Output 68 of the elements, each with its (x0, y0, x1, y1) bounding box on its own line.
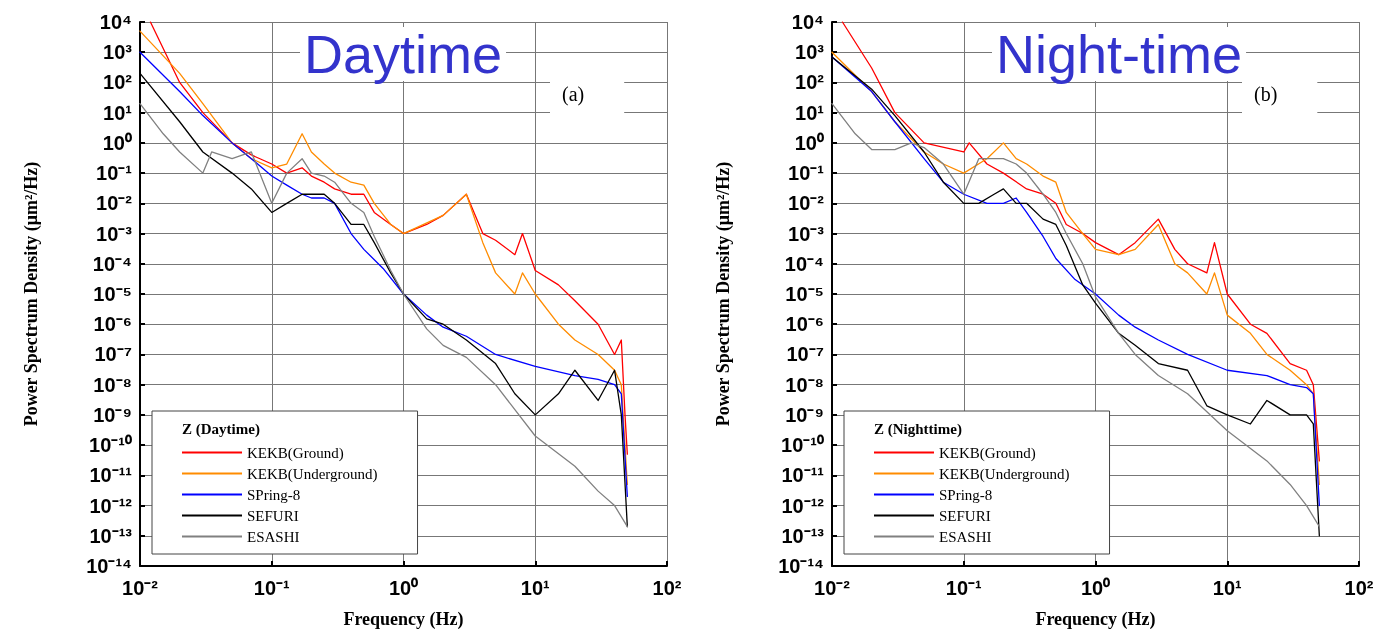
x-tick-label: 10² (1344, 577, 1374, 599)
y-tick-label: 10² (103, 71, 133, 94)
annotation: Night-time (996, 24, 1243, 84)
y-tick-label: 10⁻⁴ (92, 252, 132, 275)
legend-label: KEKB(Ground) (247, 444, 344, 462)
x-tick-label: 10² (652, 577, 682, 599)
x-tick-label: 10¹ (520, 577, 551, 599)
annotation: (a) (562, 83, 585, 106)
y-tick-label: 10³ (103, 41, 133, 64)
y-tick-label: 10⁻⁶ (785, 313, 824, 336)
x-axis-title: Frequency (Hz) (1035, 609, 1156, 630)
y-tick-label: 10¹ (103, 101, 133, 124)
legend-label: SPring-8 (247, 486, 301, 503)
y-tick-label: 10⁻⁹ (93, 403, 132, 426)
y-tick-label: 10⁻⁷ (786, 343, 824, 366)
y-tick-label: 10⁻¹⁴ (778, 555, 824, 577)
y-tick-label: 10⁻⁵ (93, 283, 132, 305)
legend-label: KEKB(Ground) (939, 444, 1036, 462)
x-tick-label: 10⁰ (1080, 577, 1111, 599)
y-tick-label: 10⁻¹² (781, 494, 825, 517)
y-tick-label: 10⁻¹¹ (781, 464, 825, 487)
y-tick-label: 10⁻¹ (96, 162, 133, 185)
legend-title: Z (Nighttime) (874, 420, 962, 438)
y-tick-label: 10⁻⁸ (93, 373, 132, 396)
y-axis-title: Power Spectrum Density (μm²/Hz) (21, 161, 42, 427)
y-axis-title: Power Spectrum Density (μm²/Hz) (713, 161, 734, 427)
y-tick-label: 10⁻⁶ (93, 313, 132, 336)
y-tick-label: 10¹ (795, 101, 825, 124)
x-tick-label: 10⁻² (122, 577, 159, 599)
x-axis-title: Frequency (Hz) (343, 609, 464, 630)
y-tick-label: 10⁻² (788, 192, 825, 215)
y-tick-label: 10⁻³ (788, 222, 825, 245)
y-tick-label: 10⁻¹ (788, 162, 825, 185)
y-tick-label: 10⁴ (99, 11, 132, 33)
legend-label: ESASHI (247, 528, 300, 545)
legend-label: SEFURI (247, 507, 299, 524)
y-tick-label: 10⁻³ (96, 222, 133, 245)
y-tick-label: 10⁴ (791, 11, 824, 33)
legend-title: Z (Daytime) (182, 420, 260, 438)
legend-label: SPring-8 (939, 486, 993, 503)
y-tick-label: 10⁻¹³ (89, 524, 133, 547)
y-tick-label: 10⁻¹¹ (89, 464, 133, 487)
x-tick-label: 10⁻¹ (945, 577, 983, 599)
y-tick-label: 10⁻¹³ (781, 524, 825, 547)
x-tick-label: 10⁻¹ (253, 577, 291, 599)
y-tick-label: 10⁻⁸ (785, 373, 824, 396)
y-tick-label: 10⁻¹⁰ (781, 434, 824, 457)
y-tick-label: 10⁻¹² (89, 494, 133, 517)
y-tick-label: 10⁻¹⁴ (86, 555, 132, 577)
y-tick-label: 10⁻⁷ (94, 343, 132, 366)
y-tick-label: 10⁰ (102, 131, 132, 154)
x-tick-label: 10¹ (1212, 577, 1243, 599)
y-tick-label: 10⁻⁵ (785, 283, 824, 305)
y-tick-label: 10⁻⁹ (785, 403, 824, 426)
y-tick-label: 10² (795, 71, 825, 94)
annotation: (b) (1254, 83, 1278, 106)
annotation: Daytime (304, 24, 503, 84)
y-tick-label: 10⁻² (96, 192, 133, 215)
legend-label: ESASHI (939, 528, 992, 545)
y-tick-label: 10⁰ (794, 131, 824, 154)
y-tick-label: 10⁻¹⁰ (89, 434, 132, 457)
legend-label: KEKB(Underground) (247, 465, 378, 483)
y-tick-label: 10⁻⁴ (784, 252, 824, 275)
legend-label: KEKB(Underground) (939, 465, 1070, 483)
legend-label: SEFURI (939, 507, 991, 524)
y-tick-label: 10³ (795, 41, 825, 64)
x-tick-label: 10⁻² (814, 577, 851, 599)
x-tick-label: 10⁰ (388, 577, 419, 599)
